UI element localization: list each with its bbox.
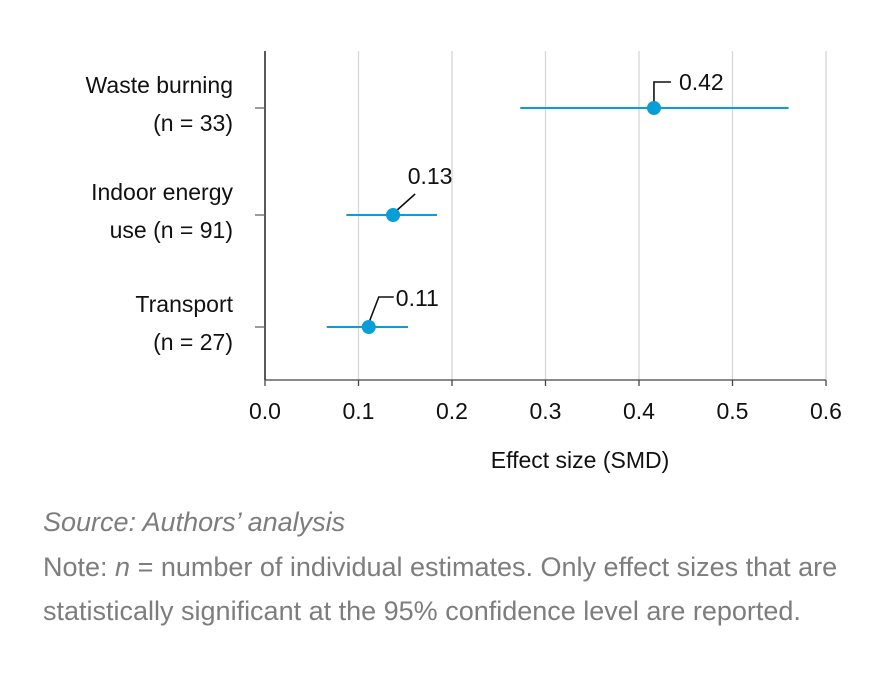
point-estimate bbox=[646, 101, 661, 115]
point-estimate bbox=[386, 208, 401, 222]
source-text: Source: Authors’ analysis bbox=[43, 507, 346, 537]
data-label: 0.11 bbox=[396, 285, 439, 311]
forest-plot: 0.0 0.1 0.2 0.3 0.4 0.5 0.6 Waste burning (n = … bbox=[86, 51, 842, 473]
category-n-label: (n = 27) bbox=[153, 329, 233, 355]
label-leader bbox=[395, 193, 416, 212]
category-n-label: use (n = 91) bbox=[110, 217, 233, 243]
x-tick-label: 0.5 bbox=[717, 398, 749, 424]
note-prefix: Note: bbox=[43, 551, 116, 582]
category-label: Waste burning bbox=[86, 72, 233, 98]
x-tick-label: 0.1 bbox=[343, 398, 375, 424]
data-label: 0.13 bbox=[408, 163, 453, 189]
note-text: Note: n = number of individual estimates… bbox=[43, 545, 873, 634]
category-label: Indoor energy bbox=[91, 179, 233, 205]
category-n-label: (n = 33) bbox=[153, 110, 233, 136]
category-label: Transport bbox=[135, 291, 233, 317]
x-tick-label: 0.6 bbox=[810, 398, 842, 424]
x-tick-label: 0.2 bbox=[436, 398, 468, 424]
x-tick-label: 0.4 bbox=[623, 398, 655, 424]
note-body: = number of individual estimates. Only e… bbox=[43, 551, 838, 627]
x-axis-label: Effect size (SMD) bbox=[491, 447, 670, 473]
y-category-labels: Waste burning (n = 33) Indoor energy use (n… bbox=[86, 72, 234, 355]
x-tick-labels: 0.0 0.1 0.2 0.3 0.4 0.5 0.6 bbox=[249, 398, 842, 424]
x-tick-label: 0.0 bbox=[249, 398, 281, 424]
label-leader bbox=[653, 81, 671, 104]
point-estimate bbox=[361, 320, 376, 334]
note-n: n bbox=[115, 551, 131, 582]
axes bbox=[255, 51, 827, 386]
estimates: 0.42 0.13 0.11 bbox=[326, 69, 789, 334]
figure-notes: Source: Authors’ analysis Note: n = numb… bbox=[43, 500, 873, 634]
gridlines bbox=[357, 51, 827, 380]
data-label: 0.42 bbox=[679, 69, 724, 95]
x-tick-label: 0.3 bbox=[530, 398, 562, 424]
label-leader bbox=[368, 296, 394, 324]
